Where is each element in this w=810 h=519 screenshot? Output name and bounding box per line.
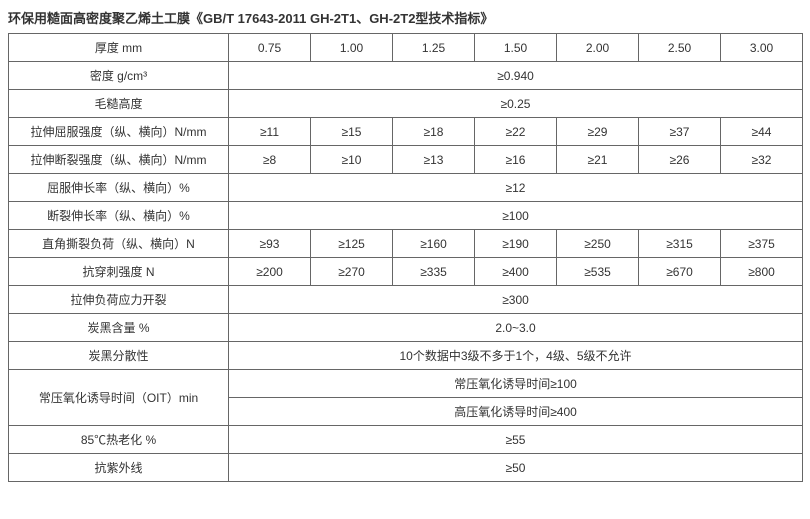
row-cell-3: ≥400 — [475, 258, 557, 286]
row-cell-1: ≥270 — [311, 258, 393, 286]
header-col-1: 1.00 — [311, 34, 393, 62]
row-label: 毛糙高度 — [9, 90, 229, 118]
row-span-value: 常压氧化诱导时间≥100 — [229, 370, 803, 398]
row-cell-1: ≥15 — [311, 118, 393, 146]
row-cell-5: ≥26 — [639, 146, 721, 174]
row-label: 直角撕裂负荷（纵、横向）N — [9, 230, 229, 258]
table-row: 密度 g/cm³≥0.940 — [9, 62, 803, 90]
row-label: 拉伸屈服强度（纵、横向）N/mm — [9, 118, 229, 146]
row-label: 断裂伸长率（纵、横向）% — [9, 202, 229, 230]
header-col-4: 2.00 — [557, 34, 639, 62]
row-label: 拉伸负荷应力开裂 — [9, 286, 229, 314]
table-row: 炭黑含量 %2.0~3.0 — [9, 314, 803, 342]
table-row: 拉伸断裂强度（纵、横向）N/mm≥8≥10≥13≥16≥21≥26≥32 — [9, 146, 803, 174]
spec-table: 厚度 mm0.751.001.251.502.002.503.00密度 g/cm… — [8, 33, 803, 482]
table-row: 85℃热老化 %≥55 — [9, 426, 803, 454]
row-span-value: ≥12 — [229, 174, 803, 202]
table-row: 抗紫外线≥50 — [9, 454, 803, 482]
table-row: 炭黑分散性10个数据中3级不多于1个，4级、5级不允许 — [9, 342, 803, 370]
row-label: 屈服伸长率（纵、横向）% — [9, 174, 229, 202]
row-label: 密度 g/cm³ — [9, 62, 229, 90]
row-cell-6: ≥375 — [721, 230, 803, 258]
table-row: 直角撕裂负荷（纵、横向）N≥93≥125≥160≥190≥250≥315≥375 — [9, 230, 803, 258]
header-col-5: 2.50 — [639, 34, 721, 62]
header-row: 厚度 mm0.751.001.251.502.002.503.00 — [9, 34, 803, 62]
row-label: 炭黑分散性 — [9, 342, 229, 370]
row-label: 85℃热老化 % — [9, 426, 229, 454]
row-cell-0: ≥11 — [229, 118, 311, 146]
row-cell-6: ≥800 — [721, 258, 803, 286]
table-row: 抗穿刺强度 N≥200≥270≥335≥400≥535≥670≥800 — [9, 258, 803, 286]
row-label: 抗紫外线 — [9, 454, 229, 482]
table-row: 断裂伸长率（纵、横向）%≥100 — [9, 202, 803, 230]
row-cell-2: ≥160 — [393, 230, 475, 258]
row-cell-0: ≥93 — [229, 230, 311, 258]
row-span-value: ≥55 — [229, 426, 803, 454]
table-title: 环保用糙面高密度聚乙烯土工膜《GB/T 17643-2011 GH-2T1、GH… — [8, 8, 802, 27]
row-label: 炭黑含量 % — [9, 314, 229, 342]
row-span-value: ≥50 — [229, 454, 803, 482]
row-cell-0: ≥200 — [229, 258, 311, 286]
row-span-value: ≥0.940 — [229, 62, 803, 90]
table-row: 毛糙高度≥0.25 — [9, 90, 803, 118]
header-col-0: 0.75 — [229, 34, 311, 62]
row-cell-0: ≥8 — [229, 146, 311, 174]
header-label: 厚度 mm — [9, 34, 229, 62]
row-cell-5: ≥670 — [639, 258, 721, 286]
row-label: 常压氧化诱导时间（OIT）min — [9, 370, 229, 426]
row-span-value: ≥300 — [229, 286, 803, 314]
row-span-value: 2.0~3.0 — [229, 314, 803, 342]
row-cell-3: ≥190 — [475, 230, 557, 258]
row-cell-3: ≥22 — [475, 118, 557, 146]
row-cell-4: ≥535 — [557, 258, 639, 286]
row-cell-6: ≥44 — [721, 118, 803, 146]
header-col-3: 1.50 — [475, 34, 557, 62]
row-cell-2: ≥13 — [393, 146, 475, 174]
row-cell-2: ≥18 — [393, 118, 475, 146]
row-cell-1: ≥125 — [311, 230, 393, 258]
header-col-6: 3.00 — [721, 34, 803, 62]
row-cell-4: ≥29 — [557, 118, 639, 146]
row-cell-3: ≥16 — [475, 146, 557, 174]
row-cell-4: ≥250 — [557, 230, 639, 258]
table-row: 屈服伸长率（纵、横向）%≥12 — [9, 174, 803, 202]
row-cell-6: ≥32 — [721, 146, 803, 174]
table-row: 拉伸负荷应力开裂≥300 — [9, 286, 803, 314]
row-cell-2: ≥335 — [393, 258, 475, 286]
header-col-2: 1.25 — [393, 34, 475, 62]
row-label: 抗穿刺强度 N — [9, 258, 229, 286]
row-label: 拉伸断裂强度（纵、横向）N/mm — [9, 146, 229, 174]
row-span-value: 10个数据中3级不多于1个，4级、5级不允许 — [229, 342, 803, 370]
row-cell-5: ≥37 — [639, 118, 721, 146]
row-span-value: ≥100 — [229, 202, 803, 230]
table-row: 拉伸屈服强度（纵、横向）N/mm≥11≥15≥18≥22≥29≥37≥44 — [9, 118, 803, 146]
row-cell-1: ≥10 — [311, 146, 393, 174]
row-cell-5: ≥315 — [639, 230, 721, 258]
table-row: 常压氧化诱导时间（OIT）min常压氧化诱导时间≥100 — [9, 370, 803, 398]
row-span-value: 高压氧化诱导时间≥400 — [229, 398, 803, 426]
row-cell-4: ≥21 — [557, 146, 639, 174]
row-span-value: ≥0.25 — [229, 90, 803, 118]
